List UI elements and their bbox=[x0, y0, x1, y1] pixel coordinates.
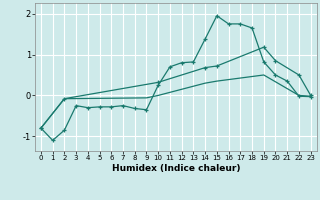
X-axis label: Humidex (Indice chaleur): Humidex (Indice chaleur) bbox=[112, 164, 240, 173]
